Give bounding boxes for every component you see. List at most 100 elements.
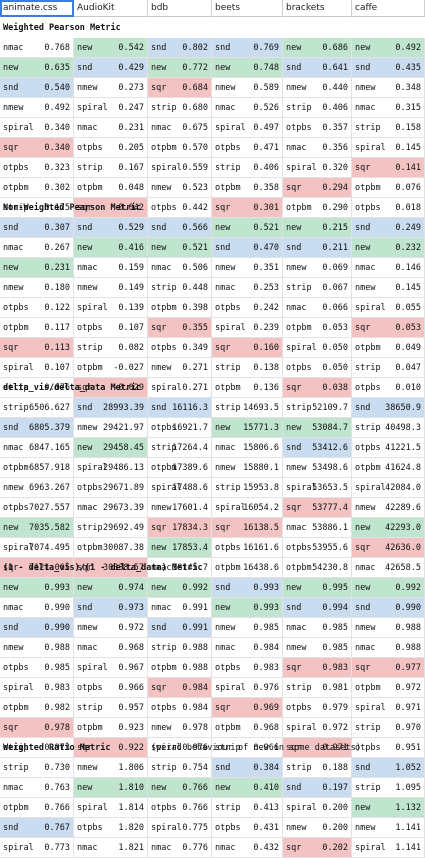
table-cell[interactable]: nmew 0.351 [212, 258, 283, 278]
table-cell[interactable]: nmac 53886.1 [283, 518, 352, 538]
table-cell[interactable]: nmac 0.506 [148, 258, 212, 278]
table-cell[interactable]: new 0.492 [352, 38, 425, 58]
table-cell[interactable]: spiral 0.340 [0, 118, 74, 138]
table-cell[interactable]: nmac 0.432 [212, 838, 283, 858]
table-cell[interactable]: snd 0.802 [148, 38, 212, 58]
table-cell[interactable]: strip 0.406 [283, 98, 352, 118]
table-cell[interactable]: nmew 0.149 [74, 278, 148, 298]
table-cell[interactable]: sqr 0.141 [352, 158, 425, 178]
table-cell[interactable]: nmew 0.273 [74, 78, 148, 98]
table-cell[interactable]: otpbm -0.027 [74, 358, 148, 378]
table-cell[interactable]: sqr 0.340 [0, 138, 74, 158]
table-cell[interactable]: sqr 16138.5 [212, 518, 283, 538]
table-cell[interactable]: sqr 0.294 [283, 178, 352, 198]
table-cell[interactable]: new 0.635 [0, 58, 74, 78]
table-cell[interactable]: spiral 53653.5 [283, 478, 352, 498]
table-cell[interactable]: sqr 42636.0 [352, 538, 425, 558]
table-cell[interactable]: spiral 0.050 [283, 338, 352, 358]
table-cell[interactable]: snd 0.973 [74, 598, 148, 618]
table-cell[interactable]: otpbm 6857.918 [0, 458, 74, 478]
table-cell[interactable]: sqr 7121.065 [0, 558, 74, 578]
table-cell[interactable]: strip 0.680 [148, 98, 212, 118]
table-cell[interactable]: new 0.686 [283, 38, 352, 58]
table-cell[interactable]: snd 0.470 [212, 238, 283, 258]
table-cell[interactable]: strip 0.970 [352, 718, 425, 738]
table-cell[interactable]: new 0.772 [148, 58, 212, 78]
table-cell[interactable]: otpbs 29671.89 [74, 478, 148, 498]
table-cell[interactable]: new 42293.0 [352, 518, 425, 538]
table-cell[interactable]: new 17853.4 [148, 538, 212, 558]
table-cell[interactable]: otpbs 53955.6 [283, 538, 352, 558]
table-cell[interactable]: otpbm 0.117 [0, 318, 74, 338]
table-cell[interactable]: otpbs 0.010 [352, 378, 425, 398]
table-cell[interactable]: otpbm 0.136 [212, 378, 283, 398]
table-cell[interactable]: nmew 1.806 [74, 758, 148, 778]
table-cell[interactable]: sqr 0.160 [212, 338, 283, 358]
table-cell[interactable]: otpbm 0.358 [212, 178, 283, 198]
table-cell[interactable]: new 0.992 [352, 578, 425, 598]
table-cell[interactable]: nmac 0.991 [148, 598, 212, 618]
table-cell[interactable]: nmac 0.763 [0, 778, 74, 798]
header-cell-beets[interactable]: beets [212, 0, 283, 17]
table-cell[interactable]: nmac 6847.165 [0, 438, 74, 458]
header-cell-bdb[interactable]: bdb [148, 0, 212, 17]
table-cell[interactable]: sqr 0.113 [0, 338, 74, 358]
table-cell[interactable]: sqr 0.202 [283, 838, 352, 858]
table-cell[interactable]: snd 6805.379 [0, 418, 74, 438]
table-cell[interactable]: snd 0.993 [212, 578, 283, 598]
table-cell[interactable]: snd 38650.9 [352, 398, 425, 418]
table-cell[interactable]: new 0.232 [352, 238, 425, 258]
table-cell[interactable]: sqr 0.984 [148, 678, 212, 698]
table-cell[interactable]: nmac 1.821 [74, 838, 148, 858]
table-cell[interactable]: spiral 0.967 [74, 658, 148, 678]
table-cell[interactable]: spiral 0.773 [0, 838, 74, 858]
table-cell[interactable]: otpbs 0.951 [352, 738, 425, 758]
table-cell[interactable]: strip 6506.627 [0, 398, 74, 418]
table-cell[interactable]: otpbs 0.431 [212, 818, 283, 838]
table-cell[interactable]: strip 0.167 [74, 158, 148, 178]
table-cell[interactable]: nmac 0.988 [352, 638, 425, 658]
table-cell[interactable]: nmew 17601.4 [148, 498, 212, 518]
table-cell[interactable]: otpbs 41221.5 [352, 438, 425, 458]
table-cell[interactable]: nmac 0.776 [148, 838, 212, 858]
table-cell[interactable]: strip 0.973 [0, 738, 74, 758]
table-cell[interactable]: snd 0.529 [74, 218, 148, 238]
table-cell[interactable]: spiral 17488.6 [148, 478, 212, 498]
table-cell[interactable]: new 0.992 [148, 578, 212, 598]
table-cell[interactable]: nmew 1.141 [352, 818, 425, 838]
table-cell[interactable]: otpbs 0.357 [283, 118, 352, 138]
table-cell[interactable]: spiral 0.239 [212, 318, 283, 338]
table-cell[interactable]: nmac 18145.7 [148, 558, 212, 578]
table-cell[interactable]: snd 0.641 [283, 58, 352, 78]
table-cell[interactable]: sqr 0.977 [352, 658, 425, 678]
table-cell[interactable]: strip 29692.49 [74, 518, 148, 538]
table-cell[interactable]: otpbm 0.290 [283, 198, 352, 218]
table-cell[interactable]: nmac 0.675 [148, 118, 212, 138]
header-cell-brackets[interactable]: brackets [283, 0, 352, 17]
table-cell[interactable]: snd 28993.39 [74, 398, 148, 418]
section-title[interactable]: delta_vis/delta_data Metric [3, 383, 142, 393]
table-cell[interactable]: otpbs 0.979 [283, 698, 352, 718]
table-cell[interactable]: otpbm 0.076 [352, 178, 425, 198]
table-cell[interactable]: sqr -0.029 [74, 378, 148, 398]
table-cell[interactable]: new 0.974 [74, 578, 148, 598]
table-cell[interactable]: snd 0.990 [0, 618, 74, 638]
table-cell[interactable]: new 7035.582 [0, 518, 74, 538]
table-cell[interactable]: spiral 0.976 [212, 678, 283, 698]
table-cell[interactable]: otpbm 0.053 [283, 318, 352, 338]
table-cell[interactable]: snd 0.994 [283, 598, 352, 618]
table-cell[interactable]: otpbs 0.349 [148, 338, 212, 358]
table-cell[interactable]: otpbm 41624.8 [352, 458, 425, 478]
table-cell[interactable]: spiral 0.976 [148, 738, 212, 758]
table-cell[interactable]: otpbs 7027.557 [0, 498, 74, 518]
table-cell[interactable]: nmac 0.315 [352, 98, 425, 118]
table-cell[interactable]: strip 0.754 [148, 758, 212, 778]
table-cell[interactable]: snd 0.211 [283, 238, 352, 258]
table-cell[interactable]: otpbm 0.968 [212, 718, 283, 738]
table-cell[interactable]: nmac 0.968 [74, 638, 148, 658]
table-cell[interactable]: otpbm 0.766 [0, 798, 74, 818]
table-cell[interactable]: strip 0.406 [212, 158, 283, 178]
table-cell[interactable]: spiral 0.200 [283, 798, 352, 818]
table-cell[interactable]: strip 1.095 [352, 778, 425, 798]
